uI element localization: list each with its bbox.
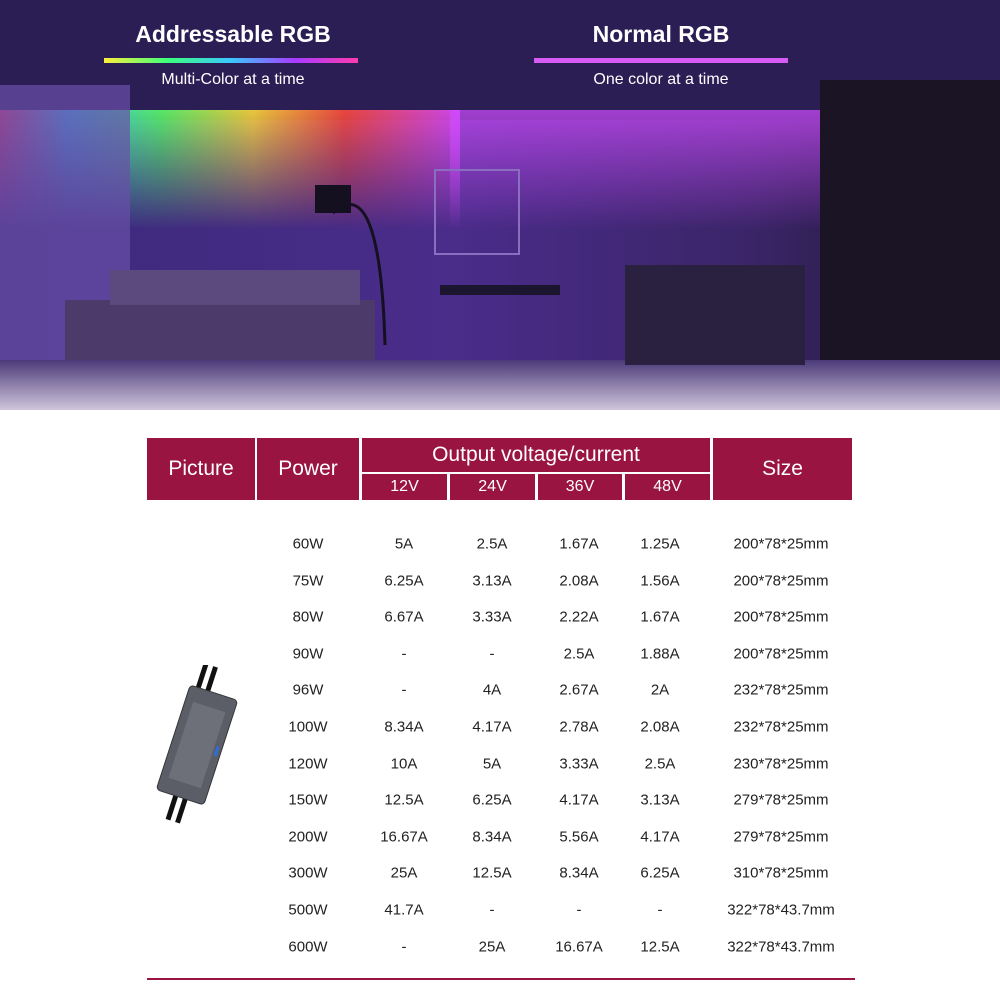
power-cell: 100W (288, 718, 328, 736)
size-cell: 279*78*25mm (733, 791, 829, 809)
size-cell: 232*78*25mm (733, 718, 829, 736)
current-cell: - (489, 645, 495, 663)
current-cell: 6.25A (472, 791, 512, 809)
power-cell: 300W (288, 864, 328, 882)
size-cell: 230*78*25mm (733, 755, 829, 773)
power-cell: 600W (288, 938, 328, 956)
current-cell: 10A (390, 755, 418, 773)
right-title: Normal RGB (592, 21, 730, 47)
current-cell: 3.33A (472, 608, 512, 626)
current-cell: - (401, 681, 407, 699)
left-subtitle: Multi-Color at a time (161, 71, 305, 88)
power-cell: 200W (288, 828, 328, 846)
header-voltage: 36V (538, 474, 622, 500)
current-cell: 6.67A (384, 608, 424, 626)
size-cell: 322*78*43.7mm (727, 901, 835, 919)
header-picture: Picture (147, 438, 255, 500)
current-cell: 3.13A (640, 791, 680, 809)
current-cell: - (401, 645, 407, 663)
power-cell: 150W (288, 791, 328, 809)
power-cell: 75W (292, 572, 324, 590)
current-cell: 3.33A (559, 755, 599, 773)
current-cell: 2.08A (640, 718, 680, 736)
current-cell: 25A (390, 864, 418, 882)
current-cell: 2.22A (559, 608, 599, 626)
current-cell: 6.25A (640, 864, 680, 882)
current-cell: 4A (482, 681, 502, 699)
header-power: Power (257, 438, 359, 500)
header-voltage: 12V (362, 474, 447, 500)
size-cell: 310*78*25mm (733, 864, 829, 882)
power-cell: 80W (292, 608, 324, 626)
current-cell: 4.17A (559, 791, 599, 809)
current-cell: 1.25A (640, 535, 680, 553)
current-cell: 2.67A (559, 681, 599, 699)
current-cell: - (401, 938, 407, 956)
current-cell: 3.13A (472, 572, 512, 590)
header-size: Size (713, 438, 852, 500)
current-cell: 1.56A (640, 572, 680, 590)
current-cell: 2.5A (563, 645, 595, 663)
current-cell: 2.5A (476, 535, 508, 553)
current-cell: - (489, 901, 495, 919)
size-cell: 200*78*25mm (733, 572, 829, 590)
power-cell: 500W (288, 901, 328, 919)
current-cell: 12.5A (472, 864, 512, 882)
power-cell: 96W (292, 681, 324, 699)
current-cell: 1.67A (640, 608, 680, 626)
rainbow-bar (104, 58, 358, 63)
header-voltage: 48V (625, 474, 710, 500)
power-cell: 60W (292, 535, 324, 553)
current-cell: 2.5A (644, 755, 676, 773)
bottom-rule (147, 978, 855, 980)
current-cell: 1.67A (559, 535, 599, 553)
current-cell: 8.34A (384, 718, 424, 736)
current-cell: 8.34A (472, 828, 512, 846)
header-voltage: 24V (450, 474, 535, 500)
current-cell: 1.88A (640, 645, 680, 663)
current-cell: 6.25A (384, 572, 424, 590)
power-cell: 120W (288, 755, 328, 773)
current-cell: - (657, 901, 663, 919)
current-cell: 12.5A (384, 791, 424, 809)
current-cell: 4.17A (472, 718, 512, 736)
current-cell: 2.78A (559, 718, 599, 736)
magenta-bar (534, 58, 788, 63)
size-cell: 200*78*25mm (733, 645, 829, 663)
room-scene (0, 0, 1000, 410)
size-cell: 200*78*25mm (733, 608, 829, 626)
current-cell: 2.08A (559, 572, 599, 590)
size-cell: 322*78*43.7mm (727, 938, 835, 956)
size-cell: 200*78*25mm (733, 535, 829, 553)
power-cell: 90W (292, 645, 324, 663)
current-cell: 4.17A (640, 828, 680, 846)
power-supply-image (156, 665, 238, 824)
right-subtitle: One color at a time (593, 71, 729, 88)
current-cell: 16.67A (555, 938, 603, 956)
current-cell: - (576, 901, 582, 919)
current-cell: 8.34A (559, 864, 599, 882)
size-cell: 232*78*25mm (733, 681, 829, 699)
size-cell: 279*78*25mm (733, 828, 829, 846)
current-cell: 5A (394, 535, 414, 553)
current-cell: 25A (478, 938, 506, 956)
current-cell: 12.5A (640, 938, 680, 956)
left-title: Addressable RGB (135, 21, 331, 47)
current-cell: 5.56A (559, 828, 599, 846)
current-cell: 2A (650, 681, 670, 699)
current-cell: 41.7A (384, 901, 424, 919)
current-cell: 5A (482, 755, 502, 773)
current-cell: 16.67A (380, 828, 428, 846)
header-output: Output voltage/current (362, 438, 710, 472)
